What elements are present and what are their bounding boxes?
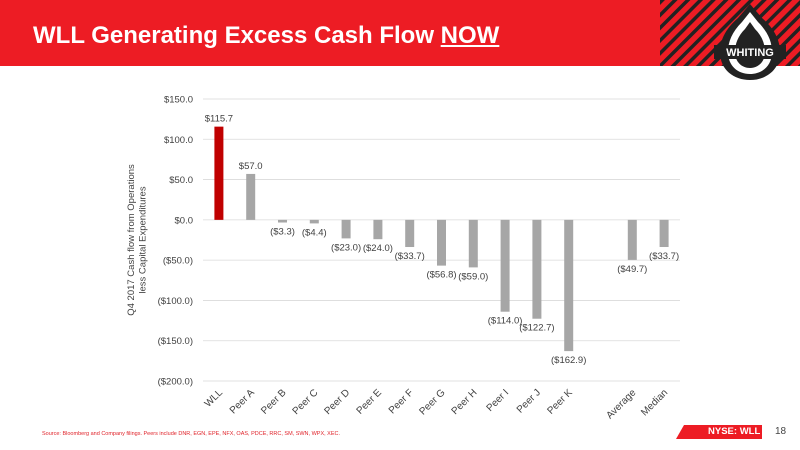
y-axis-title: Q4 2017 Cash flow from Operationsless Ca… <box>126 164 148 316</box>
data-label: ($122.7) <box>519 323 554 334</box>
x-tick-label: Peer D <box>322 387 352 417</box>
y-axis-label-line: less Capital Expenditures <box>138 186 149 293</box>
ticker-badge <box>676 425 762 439</box>
title-emphasis: NOW <box>440 22 500 49</box>
whiting-logo: WHITING <box>714 4 786 80</box>
data-label: $57.0 <box>239 161 263 172</box>
slide-title: WLL Generating Excess Cash Flow NOW <box>33 22 499 50</box>
bar <box>564 219 574 352</box>
x-tick-label: Peer H <box>450 387 480 417</box>
bar <box>405 219 415 248</box>
source-note: Source: Bloomberg and Company filings. P… <box>42 431 341 437</box>
bars <box>214 126 669 352</box>
bar <box>468 219 478 268</box>
bar <box>309 219 319 224</box>
x-tick-label: Average <box>604 387 638 421</box>
bar <box>214 126 224 220</box>
data-label: ($33.7) <box>395 251 425 262</box>
data-label: ($24.0) <box>363 243 393 254</box>
bar <box>341 219 351 239</box>
ticker-prefix: NYSE: <box>708 426 740 437</box>
x-tick-label: Peer I <box>485 387 512 414</box>
y-tick-label: $150.0 <box>164 95 193 106</box>
data-label: ($49.7) <box>617 264 647 275</box>
ticker: NYSE: WLL <box>708 426 760 437</box>
data-label: ($114.0) <box>488 316 523 327</box>
logo-text: WHITING <box>726 47 774 59</box>
y-tick-label: ($150.0) <box>158 336 193 347</box>
title-banner: WLL Generating Excess Cash Flow NOW <box>0 0 800 66</box>
bar <box>500 219 510 312</box>
data-label: ($23.0) <box>331 242 361 253</box>
x-tick-label: WLL <box>203 387 226 410</box>
data-label: ($3.3) <box>270 227 295 238</box>
data-label: ($59.0) <box>458 271 488 282</box>
y-axis-label: Q4 2017 Cash flow from Operationsless Ca… <box>126 164 148 316</box>
x-tick-label: Median <box>639 387 670 418</box>
bar <box>437 219 446 266</box>
bar <box>246 173 256 220</box>
x-tick-label: Peer G <box>417 387 447 417</box>
y-tick-label: $50.0 <box>169 175 193 186</box>
bar <box>373 219 383 240</box>
ticker-symbol: WLL <box>739 426 761 437</box>
bar <box>627 219 637 260</box>
y-tick-label: ($100.0) <box>158 296 193 307</box>
y-axis: $150.0 $100.0 $50.0 $0.0 ($50.0) ($100.0) ($15… <box>158 95 193 388</box>
data-label: $115.7 <box>205 114 233 125</box>
y-tick-label: $100.0 <box>164 135 193 146</box>
x-tick-label: Peer J <box>515 387 543 415</box>
x-tick-label: Peer E <box>355 387 385 417</box>
bar <box>659 219 669 248</box>
x-tick-label: Peer B <box>259 387 289 417</box>
x-tick-label: Peer C <box>291 387 321 417</box>
data-label: ($162.9) <box>551 355 586 366</box>
data-label: ($4.4) <box>302 227 327 238</box>
bar <box>278 219 287 223</box>
data-label: ($33.7) <box>649 251 679 262</box>
x-tick-label: Peer K <box>545 387 575 417</box>
y-axis-label-line: Q4 2017 Cash flow from Operations <box>126 164 137 316</box>
bar <box>532 219 542 319</box>
page-number: 18 <box>775 426 787 437</box>
data-labels: $115.7$57.0($3.3) ($4.4)($23.0) ($24.0)($3… <box>205 114 679 366</box>
y-tick-label: ($200.0) <box>158 377 193 388</box>
data-label: ($56.8) <box>426 270 456 281</box>
cash-flow-bar-chart: $150.0 $100.0 $50.0 $0.0 ($50.0) ($100.0) ($15… <box>126 95 680 421</box>
title-text: WLL Generating Excess Cash Flow <box>33 22 434 49</box>
y-tick-label: ($50.0) <box>163 256 193 267</box>
x-tick-label: Peer A <box>228 387 257 416</box>
x-tick-label: Peer F <box>387 387 416 416</box>
y-tick-label: $0.0 <box>175 215 194 226</box>
